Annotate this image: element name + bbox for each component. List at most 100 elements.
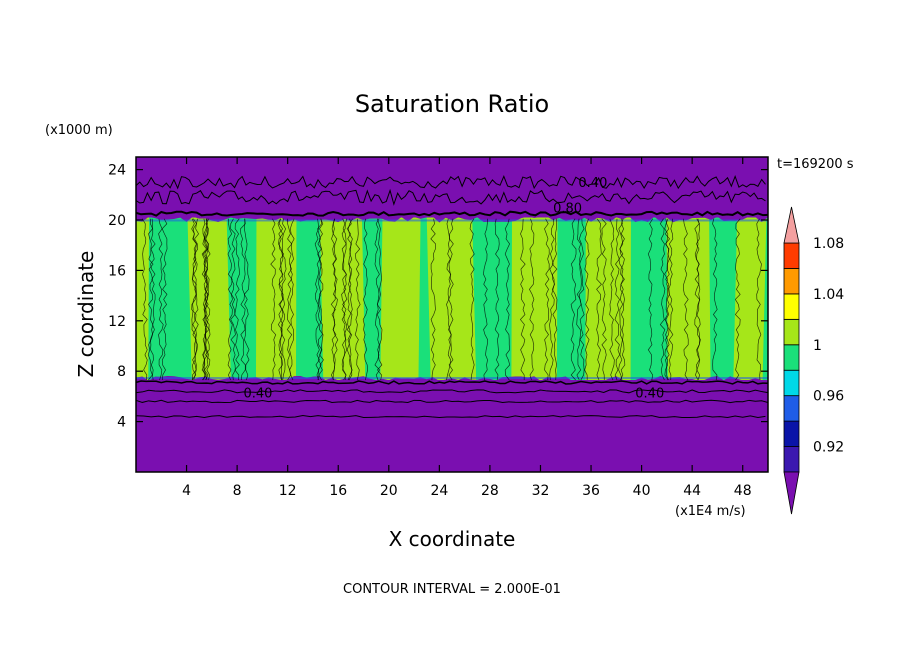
- contour-label-1: 0.40: [243, 387, 272, 402]
- x-tick-label-28: 28: [481, 483, 499, 499]
- cloud-contour-13: [289, 218, 295, 381]
- cloud-contour-21: [664, 218, 670, 381]
- cloud-contour-29: [227, 218, 233, 381]
- cloud-contour-19: [341, 218, 348, 381]
- contour-upper-2: [136, 188, 766, 206]
- plot-frame: [135, 156, 769, 473]
- y-tick-label-8: 8: [117, 364, 126, 380]
- colorbar-box-2: [783, 395, 800, 422]
- cloud-contour-27: [203, 218, 210, 381]
- x-tick-label-4: 4: [182, 483, 191, 499]
- cloud-contour-24: [618, 218, 624, 381]
- cloud-contour-32: [202, 218, 209, 381]
- cloud-contour-43: [647, 218, 654, 381]
- cloud-contour-33: [278, 218, 285, 381]
- y-units-label: (x1000 m): [45, 123, 113, 138]
- plume-column-1: [187, 217, 231, 381]
- cloud-contour-44: [346, 218, 353, 381]
- cloud-contour-10: [576, 218, 582, 381]
- colorbar: 0.92 0.96 1 1.04 1.08: [783, 206, 844, 515]
- colorbar-tick-label-2: 1: [813, 338, 822, 354]
- cloud-contour-65: [668, 218, 674, 381]
- plume-column-4: [380, 217, 421, 381]
- x-tick-label-8: 8: [233, 483, 242, 499]
- x-tick-label-24: 24: [430, 483, 448, 499]
- cloud-contour-26: [430, 218, 436, 381]
- cloud-contour-36: [330, 218, 337, 381]
- cloud-contour-34: [318, 218, 324, 381]
- colorbar-lower-extension: [783, 471, 800, 515]
- cloud-contour-66: [147, 218, 154, 381]
- colorbar-box-6: [783, 293, 800, 320]
- cloud-contour-37: [270, 218, 277, 381]
- colorbar-tick-label-3: 1.04: [813, 287, 844, 303]
- cloud-contour-56: [584, 218, 590, 381]
- x-units-label: (x1E4 m/s): [675, 504, 746, 519]
- cloud-contour-38: [230, 218, 236, 381]
- x-tick-label-12: 12: [279, 483, 297, 499]
- colorbar-tick-label-0: 0.92: [813, 440, 844, 456]
- contour-lower-3: [136, 399, 768, 404]
- contour-upper-1: [136, 210, 768, 217]
- chart-title: Saturation Ratio: [355, 90, 549, 118]
- cloud-contour-47: [191, 218, 197, 381]
- x-axis-label: X coordinate: [389, 527, 516, 551]
- x-tick-label-20: 20: [380, 483, 398, 499]
- cloud-contour-28: [528, 218, 535, 381]
- cloud-contour-51: [150, 218, 156, 381]
- colorbar-box-0: [783, 446, 800, 473]
- cloud-contour-69: [578, 218, 585, 381]
- cloud-contour-41: [332, 218, 339, 381]
- contour-upper-3: [136, 175, 766, 190]
- x-tick-label-44: 44: [683, 483, 701, 499]
- cloud-contour-25: [756, 218, 762, 381]
- cloud-contour-1: [448, 218, 454, 381]
- cloud-contour-20: [609, 218, 615, 381]
- x-tick-label-16: 16: [329, 483, 347, 499]
- cloud-contour-67: [549, 218, 555, 381]
- cloud-contour-6: [614, 218, 621, 381]
- colorbar-tick-label-4: 1.08: [813, 236, 844, 252]
- cloud-contour-52: [544, 218, 550, 381]
- contour-lower-1: [136, 380, 768, 385]
- contour-label-2: 0.40: [635, 387, 664, 402]
- contour-labels: 0.40 0.40 0.40 0.80: [243, 176, 664, 401]
- x-axis: 4 8 12 16 20 24 28 32 36 40 44 48: [182, 157, 752, 499]
- cloud-contour-39: [354, 218, 361, 381]
- colorbar-box-3: [783, 369, 800, 397]
- colorbar-box-8: [783, 242, 800, 269]
- x-tick-label-32: 32: [532, 483, 550, 499]
- cloud-contour-68: [376, 218, 383, 381]
- cloud-contour-9: [281, 218, 287, 381]
- cloud-contour-46: [161, 218, 168, 381]
- cloud-contour-42: [203, 218, 210, 381]
- cloud-contour-16: [504, 218, 511, 381]
- cloud-contour-57: [286, 218, 293, 381]
- plume-column-5: [426, 217, 477, 381]
- cloud-contour-64: [141, 218, 148, 381]
- cloud-contour-61: [601, 218, 607, 381]
- time-label: t=169200 s: [777, 157, 854, 172]
- cloud-contour-59: [519, 218, 526, 381]
- plot-area: [136, 157, 768, 472]
- lower-dry-edge: [136, 376, 768, 472]
- x-tick-label-48: 48: [734, 483, 752, 499]
- contour-interval-footer: CONTOUR INTERVAL = 2.000E-01: [343, 582, 561, 597]
- upper-fringe: [136, 219, 768, 222]
- x-tick-label-40: 40: [633, 483, 651, 499]
- contour-label-3: 0.80: [553, 201, 582, 216]
- y-tick-label-16: 16: [108, 263, 126, 279]
- colorbar-upper-extension: [783, 206, 800, 244]
- cloud-contour-50: [314, 218, 321, 381]
- x-tick-label-36: 36: [582, 483, 600, 499]
- plume-column-6: [511, 217, 558, 381]
- cloud-contour-35: [551, 218, 558, 381]
- y-tick-label-12: 12: [108, 314, 126, 330]
- colorbar-box-5: [783, 318, 800, 346]
- cloud-contour-62: [596, 218, 602, 381]
- cloud-contour-23: [234, 218, 240, 381]
- cloud-contour-53: [243, 218, 250, 381]
- cloud-contour-30: [158, 218, 164, 381]
- plume-column-8: [666, 217, 711, 381]
